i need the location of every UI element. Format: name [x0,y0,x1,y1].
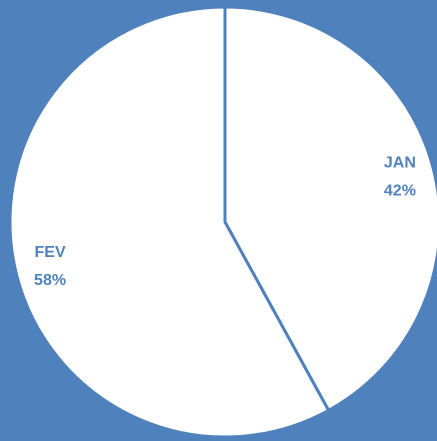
slice-value-label: 42% [384,182,416,199]
slice-category-label: JAN [384,154,416,171]
slice-value-label: 58% [34,272,66,289]
slice-category-label: FEV [35,244,66,261]
pie-slice [8,5,331,439]
pie-slice [223,5,437,412]
